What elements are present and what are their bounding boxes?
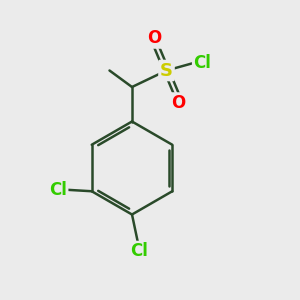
Text: Cl: Cl <box>49 181 67 199</box>
Text: Cl: Cl <box>194 54 211 72</box>
Text: O: O <box>147 29 162 47</box>
Text: Cl: Cl <box>130 242 148 260</box>
Text: O: O <box>171 94 186 112</box>
Text: S: S <box>160 61 173 80</box>
